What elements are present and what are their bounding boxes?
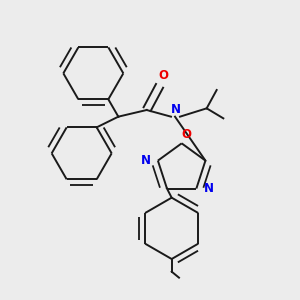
Text: O: O — [182, 128, 192, 141]
Text: N: N — [141, 154, 151, 167]
Text: O: O — [158, 69, 168, 82]
Text: N: N — [204, 182, 214, 195]
Text: N: N — [171, 103, 181, 116]
